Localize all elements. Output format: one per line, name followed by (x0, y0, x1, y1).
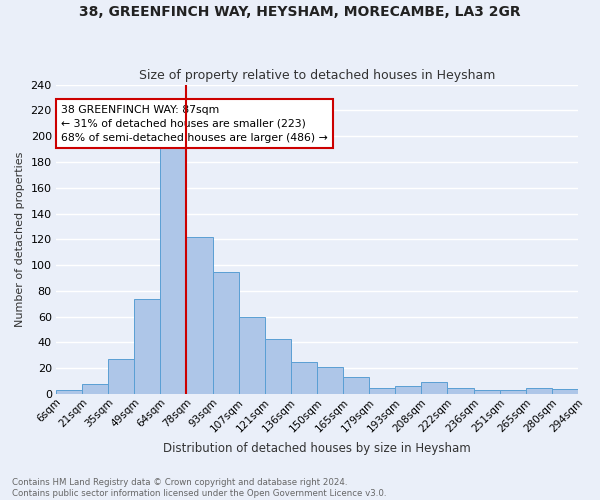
X-axis label: Distribution of detached houses by size in Heysham: Distribution of detached houses by size … (163, 442, 471, 455)
Text: 38 GREENFINCH WAY: 87sqm
← 31% of detached houses are smaller (223)
68% of semi-: 38 GREENFINCH WAY: 87sqm ← 31% of detach… (61, 104, 328, 142)
Bar (108, 359, 134, 394)
Bar (134, 298, 160, 394)
Text: 38, GREENFINCH WAY, HEYSHAM, MORECAMBE, LA3 2GR: 38, GREENFINCH WAY, HEYSHAM, MORECAMBE, … (79, 5, 521, 19)
Bar (473, 390, 500, 394)
Bar (56, 390, 82, 394)
Bar (500, 390, 526, 394)
Bar (526, 388, 552, 394)
Bar (239, 316, 265, 394)
Bar (343, 378, 369, 394)
Bar (265, 338, 291, 394)
Bar (212, 272, 239, 394)
Bar (291, 362, 317, 394)
Y-axis label: Number of detached properties: Number of detached properties (15, 152, 25, 327)
Bar (160, 138, 187, 394)
Bar (552, 389, 578, 394)
Text: Contains HM Land Registry data © Crown copyright and database right 2024.
Contai: Contains HM Land Registry data © Crown c… (12, 478, 386, 498)
Title: Size of property relative to detached houses in Heysham: Size of property relative to detached ho… (139, 69, 495, 82)
Bar (448, 388, 473, 394)
Bar (187, 236, 212, 394)
Bar (395, 386, 421, 394)
Bar (421, 382, 448, 394)
Bar (317, 367, 343, 394)
Bar (82, 384, 108, 394)
Bar (369, 388, 395, 394)
